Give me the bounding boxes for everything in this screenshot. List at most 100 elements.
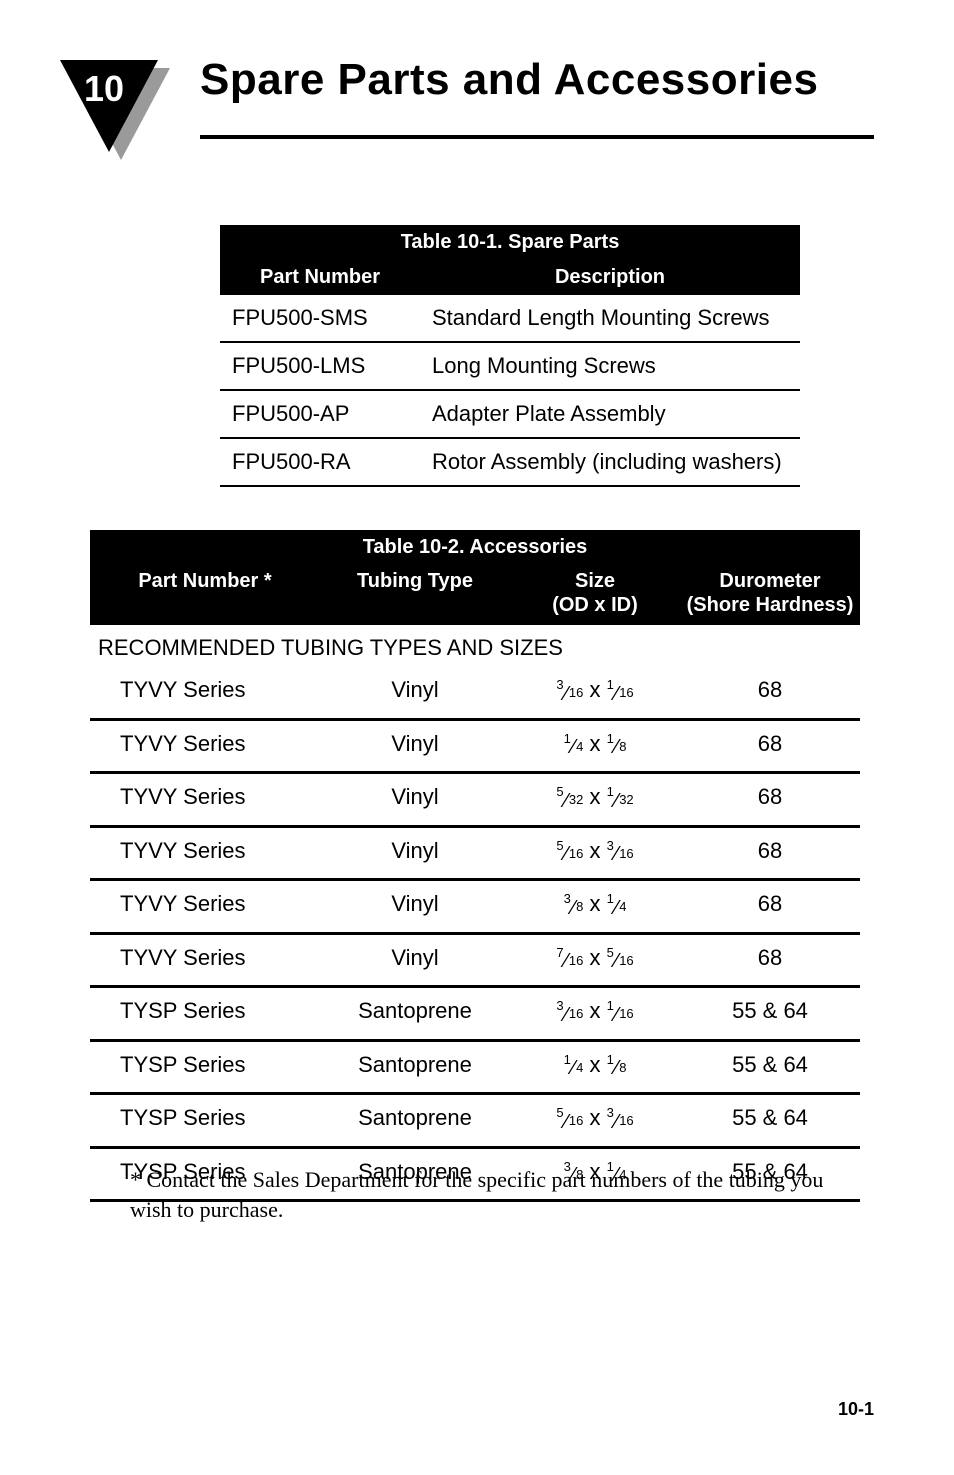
times-separator: x xyxy=(583,677,606,702)
size-cell: 1⁄4 x 1⁄8 xyxy=(510,721,680,772)
fraction: 7⁄16 xyxy=(556,945,583,974)
part-number-cell: FPU500-AP xyxy=(220,391,420,437)
chapter-tag: 10 xyxy=(60,60,190,170)
description-cell: Long Mounting Screws xyxy=(420,343,800,389)
table-row: FPU500-RARotor Assembly (including washe… xyxy=(220,439,800,487)
fraction: 3⁄16 xyxy=(607,838,634,867)
table1-col-header: Description xyxy=(420,260,800,295)
fraction: 5⁄16 xyxy=(556,838,583,867)
page: 10 Spare Parts and Accessories Table 10-… xyxy=(0,0,954,1475)
fraction: 5⁄16 xyxy=(556,1105,583,1134)
durometer-cell: 68 xyxy=(680,667,860,718)
table-row: TYSP SeriesSantoprene1⁄4 x 1⁄855 & 64 xyxy=(90,1042,860,1096)
table1-col-header: Part Number xyxy=(220,260,420,295)
times-separator: x xyxy=(583,838,606,863)
part-number-cell: TYSP Series xyxy=(90,988,320,1039)
footnote: * Contact the Sales Department for the s… xyxy=(130,1165,844,1224)
fraction: 1⁄4 xyxy=(607,891,627,920)
fraction: 1⁄16 xyxy=(607,677,634,706)
size-cell: 5⁄16 x 3⁄16 xyxy=(510,828,680,879)
title-rule xyxy=(200,135,874,139)
fraction: 3⁄16 xyxy=(556,998,583,1027)
tubing-type-cell: Vinyl xyxy=(320,774,510,825)
table-row: TYVY SeriesVinyl3⁄8 x 1⁄468 xyxy=(90,881,860,935)
table2-section-label: RECOMMENDED TUBING TYPES AND SIZES xyxy=(90,625,860,667)
page-title: Spare Parts and Accessories xyxy=(200,55,818,105)
times-separator: x xyxy=(583,731,606,756)
table-row: FPU500-SMSStandard Length Mounting Screw… xyxy=(220,295,800,343)
size-cell: 7⁄16 x 5⁄16 xyxy=(510,935,680,986)
table1-caption: Table 10-1. Spare Parts xyxy=(220,225,800,260)
table-row: TYVY SeriesVinyl3⁄16 x 1⁄1668 xyxy=(90,667,860,721)
size-cell: 5⁄32 x 1⁄32 xyxy=(510,774,680,825)
part-number-cell: TYSP Series xyxy=(90,1095,320,1146)
part-number-cell: FPU500-LMS xyxy=(220,343,420,389)
table-row: TYVY SeriesVinyl7⁄16 x 5⁄1668 xyxy=(90,935,860,989)
fraction: 1⁄4 xyxy=(564,731,584,760)
durometer-cell: 55 & 64 xyxy=(680,1042,860,1093)
tubing-type-cell: Santoprene xyxy=(320,988,510,1039)
tubing-type-cell: Vinyl xyxy=(320,721,510,772)
table-row: TYSP SeriesSantoprene3⁄16 x 1⁄1655 & 64 xyxy=(90,988,860,1042)
fraction: 1⁄4 xyxy=(564,1052,584,1081)
table2-col-header: Tubing Type xyxy=(320,565,510,625)
times-separator: x xyxy=(583,784,606,809)
part-number-cell: TYVY Series xyxy=(90,828,320,879)
times-separator: x xyxy=(583,1105,606,1130)
times-separator: x xyxy=(583,891,606,916)
tubing-type-cell: Vinyl xyxy=(320,828,510,879)
table-row: FPU500-APAdapter Plate Assembly xyxy=(220,391,800,439)
part-number-cell: FPU500-RA xyxy=(220,439,420,485)
part-number-cell: TYVY Series xyxy=(90,881,320,932)
times-separator: x xyxy=(583,1052,606,1077)
times-separator: x xyxy=(583,998,606,1023)
tubing-type-cell: Vinyl xyxy=(320,935,510,986)
page-number: 10-1 xyxy=(838,1399,874,1420)
size-cell: 3⁄16 x 1⁄16 xyxy=(510,667,680,718)
description-cell: Rotor Assembly (including washers) xyxy=(420,439,800,485)
fraction: 1⁄8 xyxy=(607,731,627,760)
fraction: 3⁄8 xyxy=(564,891,584,920)
table2-caption: Table 10-2. Accessories xyxy=(90,530,860,565)
tubing-type-cell: Vinyl xyxy=(320,667,510,718)
tubing-type-cell: Santoprene xyxy=(320,1095,510,1146)
durometer-cell: 68 xyxy=(680,935,860,986)
fraction: 1⁄8 xyxy=(607,1052,627,1081)
durometer-cell: 55 & 64 xyxy=(680,1095,860,1146)
durometer-cell: 68 xyxy=(680,774,860,825)
table1-body: FPU500-SMSStandard Length Mounting Screw… xyxy=(220,295,800,487)
table-row: TYVY SeriesVinyl5⁄16 x 3⁄1668 xyxy=(90,828,860,882)
size-cell: 3⁄8 x 1⁄4 xyxy=(510,881,680,932)
size-cell: 3⁄16 x 1⁄16 xyxy=(510,988,680,1039)
durometer-cell: 68 xyxy=(680,721,860,772)
fraction: 5⁄32 xyxy=(556,784,583,813)
tubing-type-cell: Santoprene xyxy=(320,1042,510,1093)
table2-col-header: Size(OD x ID) xyxy=(510,565,680,625)
accessories-table: Table 10-2. Accessories Part Number * Tu… xyxy=(90,530,860,1202)
times-separator: x xyxy=(583,945,606,970)
table1-header-row: Part Number Description xyxy=(220,260,800,295)
tubing-type-cell: Vinyl xyxy=(320,881,510,932)
part-number-cell: TYVY Series xyxy=(90,721,320,772)
part-number-cell: TYVY Series xyxy=(90,667,320,718)
durometer-cell: 55 & 64 xyxy=(680,988,860,1039)
fraction: 1⁄32 xyxy=(607,784,634,813)
fraction: 5⁄16 xyxy=(607,945,634,974)
table2-col-header: Durometer(Shore Hardness) xyxy=(680,565,860,625)
durometer-cell: 68 xyxy=(680,881,860,932)
fraction: 3⁄16 xyxy=(556,677,583,706)
part-number-cell: TYVY Series xyxy=(90,774,320,825)
size-cell: 5⁄16 x 3⁄16 xyxy=(510,1095,680,1146)
table-row: TYSP SeriesSantoprene5⁄16 x 3⁄1655 & 64 xyxy=(90,1095,860,1149)
fraction: 3⁄16 xyxy=(607,1105,634,1134)
description-cell: Standard Length Mounting Screws xyxy=(420,295,800,341)
size-cell: 1⁄4 x 1⁄8 xyxy=(510,1042,680,1093)
description-cell: Adapter Plate Assembly xyxy=(420,391,800,437)
part-number-cell: TYSP Series xyxy=(90,1042,320,1093)
chapter-number: 10 xyxy=(60,68,148,110)
table2-col-header: Part Number * xyxy=(90,565,320,625)
table2-body: TYVY SeriesVinyl3⁄16 x 1⁄1668TYVY Series… xyxy=(90,667,860,1202)
table-row: TYVY SeriesVinyl1⁄4 x 1⁄868 xyxy=(90,721,860,775)
part-number-cell: FPU500-SMS xyxy=(220,295,420,341)
spare-parts-table: Table 10-1. Spare Parts Part Number Desc… xyxy=(220,225,800,487)
